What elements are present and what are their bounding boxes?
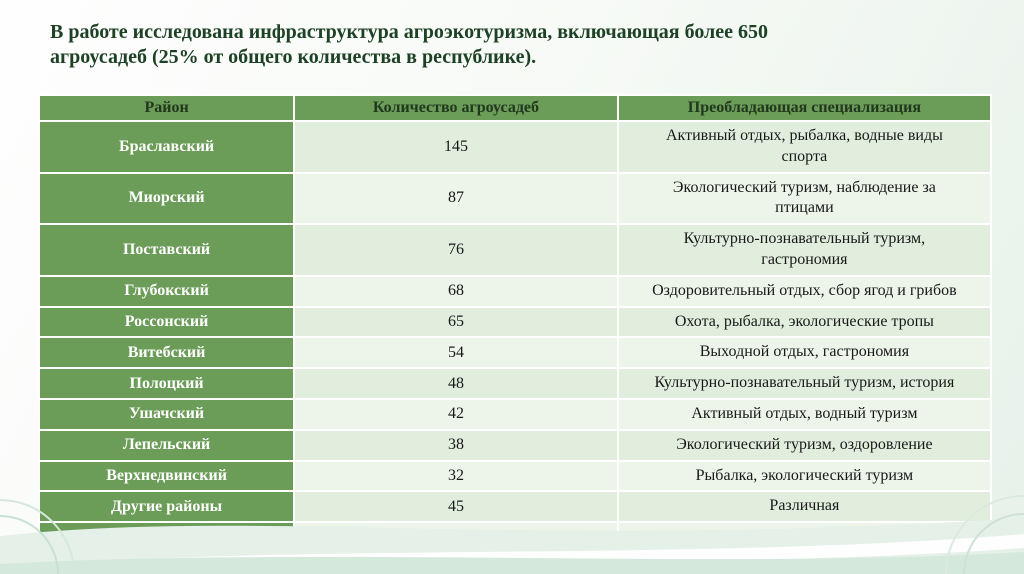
count-cell: 48	[293, 367, 619, 400]
table-row: Другие районы 45 Различная	[37, 490, 993, 524]
table-row: Россонский 65 Охота, рыбалка, экологически…	[37, 305, 993, 339]
header-region: Район	[37, 94, 296, 122]
spec-cell: Выходной отдых, гастрономия	[616, 336, 993, 370]
count-cell: 65	[293, 305, 619, 339]
table-row: Браславский 145 Активный отдых, рыбалка, в…	[37, 120, 993, 174]
count-cell: 76	[293, 223, 619, 277]
region-cell: Витебский	[37, 336, 296, 370]
region-cell: Миорский	[37, 171, 296, 226]
agrotourism-table: Район Количество агроусадеб Преобладающа…	[37, 94, 993, 554]
spec-cell: Оздоровительный отдых, сбор ягод и грибо…	[616, 274, 993, 308]
count-cell: 45	[293, 490, 619, 524]
count-cell: 650	[293, 521, 619, 554]
region-cell: Ушачский	[37, 397, 296, 431]
spec-cell: Рыбалка, экологический туризм	[616, 459, 993, 493]
region-cell: Лепельский	[37, 428, 296, 462]
table-row: Поставский 76 Культурно-познавательный тур…	[37, 223, 993, 277]
region-cell: Всего	[37, 521, 296, 554]
table-row: Всего 650-	[37, 521, 993, 554]
spec-cell: Культурно-познавательный туризм, гастрон…	[616, 223, 993, 277]
table-row: Ушачский 42 Активный отдых, водный туризм	[37, 397, 993, 431]
count-cell: 145	[293, 120, 619, 174]
table-body: Браславский 145 Активный отдых, рыбалка, в…	[37, 120, 993, 554]
table-header-row: Район Количество агроусадеб Преобладающа…	[37, 94, 993, 122]
spec-cell: Экологический туризм, наблюдение за птиц…	[616, 171, 993, 226]
count-cell: 68	[293, 274, 619, 308]
spec-cell: Охота, рыбалка, экологические тропы	[616, 305, 993, 339]
region-cell: Россонский	[37, 305, 296, 339]
spec-cell: -	[616, 521, 993, 554]
table-row: Глубокский 68 Оздоровительный отдых, сбор …	[37, 274, 993, 308]
spec-cell: Активный отдых, рыбалка, водные виды спо…	[616, 120, 993, 174]
region-cell: Другие районы	[37, 490, 296, 524]
region-cell: Полоцкий	[37, 367, 296, 400]
spec-cell: Различная	[616, 490, 993, 524]
table-head: Район Количество агроусадеб Преобладающа…	[37, 94, 993, 122]
count-cell: 38	[293, 428, 619, 462]
count-cell: 32	[293, 459, 619, 493]
count-cell: 87	[293, 171, 619, 226]
count-cell: 54	[293, 336, 619, 370]
slide-title: В работе исследована инфраструктура агро…	[50, 21, 769, 68]
region-cell: Поставский	[37, 223, 296, 277]
spec-cell: Культурно-познавательный туризм, история	[616, 367, 993, 400]
region-cell: Браславский	[37, 120, 296, 174]
table-row: Полоцкий 48 Культурно-познавательный туриз…	[37, 367, 993, 400]
table-row: Миорский 87 Экологический туризм, наблюден…	[37, 171, 993, 226]
table-row: Витебский 54 Выходной отдых, гастрономия	[37, 336, 993, 370]
spec-cell: Активный отдых, водный туризм	[616, 397, 993, 431]
spec-cell: Экологический туризм, оздоровление	[616, 428, 993, 462]
table-row: Лепельский 38 Экологический туризм, оздоро…	[37, 428, 993, 462]
region-cell: Глубокский	[37, 274, 296, 308]
table-row: Верхнедвинский 32 Рыбалка, экологический т…	[37, 459, 993, 493]
count-cell: 42	[293, 397, 619, 431]
header-specialization: Преобладающая специализация	[616, 94, 993, 122]
header-count: Количество агроусадеб	[293, 94, 619, 122]
region-cell: Верхнедвинский	[37, 459, 296, 493]
